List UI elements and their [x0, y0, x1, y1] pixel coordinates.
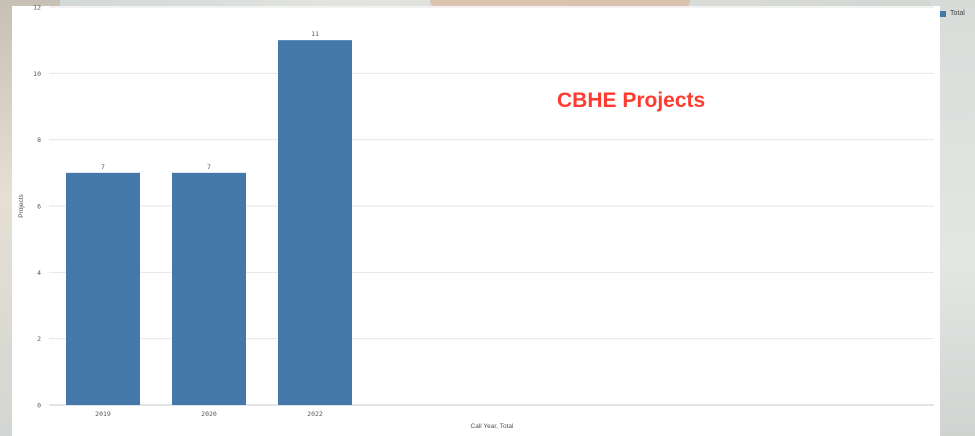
y-axis-title: Projects	[18, 194, 25, 218]
chart-title: CBHE Projects	[557, 89, 706, 112]
legend-swatch-total	[940, 10, 946, 17]
y-tick-label: 12	[33, 4, 41, 12]
y-tick-label: 4	[37, 269, 41, 277]
y-tick-label: 8	[37, 136, 41, 144]
legend[interactable]: Total	[940, 10, 975, 17]
y-tick-label: 2	[37, 335, 41, 343]
y-tick-label: 10	[33, 70, 41, 78]
background-top-decor	[430, 0, 690, 10]
bar-2022[interactable]	[278, 40, 352, 406]
y-tick-label: 6	[37, 203, 41, 211]
y-tick-label: 0	[37, 402, 41, 410]
data-label: 11	[311, 30, 319, 38]
legend-label-total: Total	[950, 10, 965, 17]
bar-2020[interactable]	[172, 172, 246, 405]
data-label: 7	[207, 163, 211, 171]
bar-2019[interactable]	[66, 172, 140, 405]
chart-panel	[12, 6, 940, 436]
x-tick-label: 2019	[95, 410, 111, 418]
data-label: 7	[101, 163, 105, 171]
x-tick-label: 2022	[307, 410, 323, 418]
x-axis-title: Call Year, Total	[471, 423, 514, 430]
x-tick-label: 2020	[201, 410, 217, 418]
